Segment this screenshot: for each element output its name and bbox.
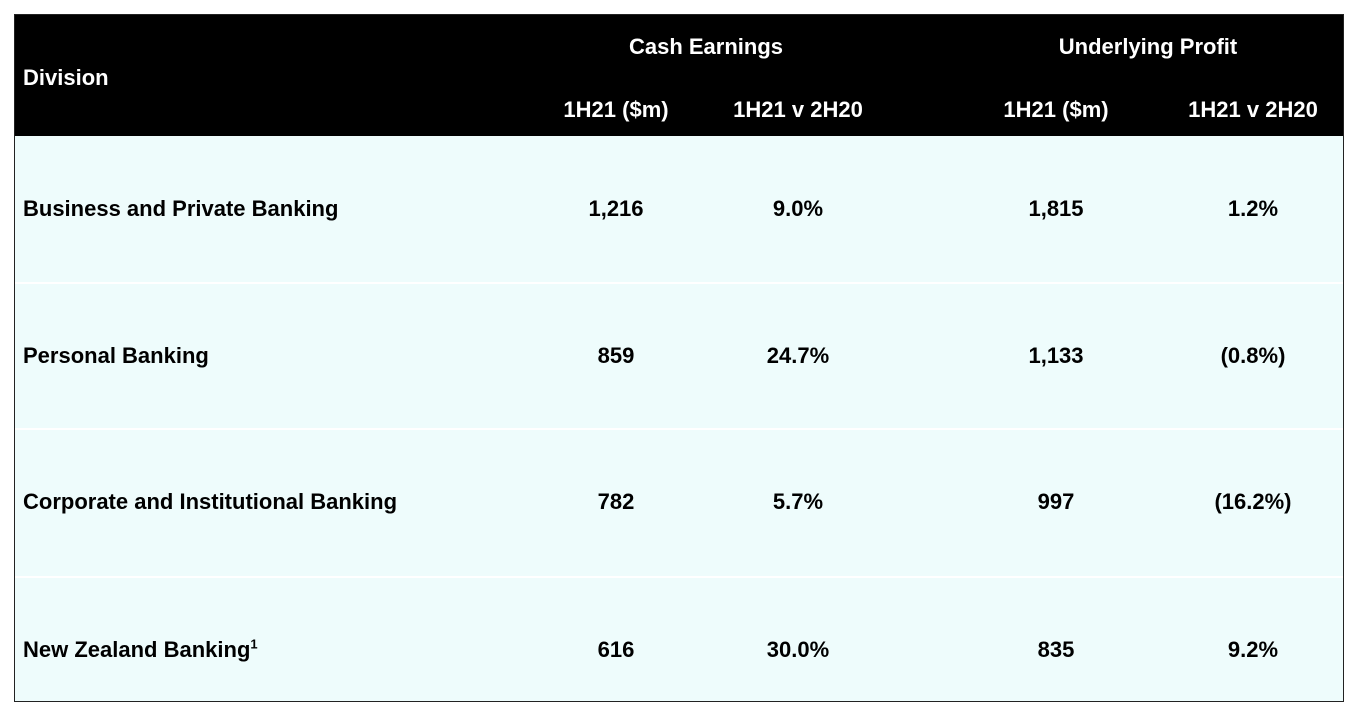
header-profit-1h21: 1H21 ($m) <box>1003 97 1109 122</box>
table-header: Division Cash Earnings Underlying Profit… <box>15 15 1343 136</box>
header-cash-1h21: 1H21 ($m) <box>563 97 669 122</box>
row-cash-value: 782 <box>597 489 635 514</box>
row-division-label: Corporate and Institutional Banking <box>23 489 398 514</box>
row-profit-change: 1.2% <box>1227 196 1279 221</box>
row-profit-change: (16.2%) <box>1214 489 1292 514</box>
row-profit-value: 1,815 <box>1028 196 1084 221</box>
header-cash-change: 1H21 v 2H20 <box>733 97 863 122</box>
header-division: Division <box>23 65 109 90</box>
table-row: Personal Banking 859 24.7% 1,133 (0.8%) <box>15 284 1343 428</box>
row-cash-change: 9.0% <box>772 196 824 221</box>
row-cash-change: 5.7% <box>772 489 824 514</box>
table-row: New Zealand Banking1 616 30.0% 835 9.2% <box>15 578 1343 701</box>
row-division-label: Personal Banking <box>23 343 209 368</box>
row-profit-value: 1,133 <box>1028 343 1084 368</box>
row-cash-value: 859 <box>597 343 635 368</box>
row-divider <box>15 428 1343 430</box>
row-profit-change: (0.8%) <box>1220 343 1286 368</box>
table-row: Business and Private Banking 1,216 9.0% … <box>15 137 1343 281</box>
header-profit-change: 1H21 v 2H20 <box>1188 97 1318 122</box>
division-table: Division Cash Earnings Underlying Profit… <box>14 14 1344 702</box>
row-cash-change: 24.7% <box>766 343 830 368</box>
table-row: Corporate and Institutional Banking 782 … <box>15 430 1343 574</box>
header-group-underlying-profit: Underlying Profit <box>1058 34 1238 59</box>
row-cash-value: 1,216 <box>588 196 644 221</box>
row-cash-value: 616 <box>597 637 635 662</box>
header-group-cash-earnings: Cash Earnings <box>628 34 784 59</box>
row-profit-change: 9.2% <box>1227 637 1279 662</box>
row-division-label: New Zealand Banking1 <box>23 636 258 662</box>
row-profit-value: 835 <box>1037 637 1075 662</box>
row-divider <box>15 576 1343 578</box>
row-divider <box>15 282 1343 284</box>
row-division-label: Business and Private Banking <box>23 196 339 221</box>
row-profit-value: 997 <box>1037 489 1075 514</box>
row-cash-change: 30.0% <box>766 637 830 662</box>
